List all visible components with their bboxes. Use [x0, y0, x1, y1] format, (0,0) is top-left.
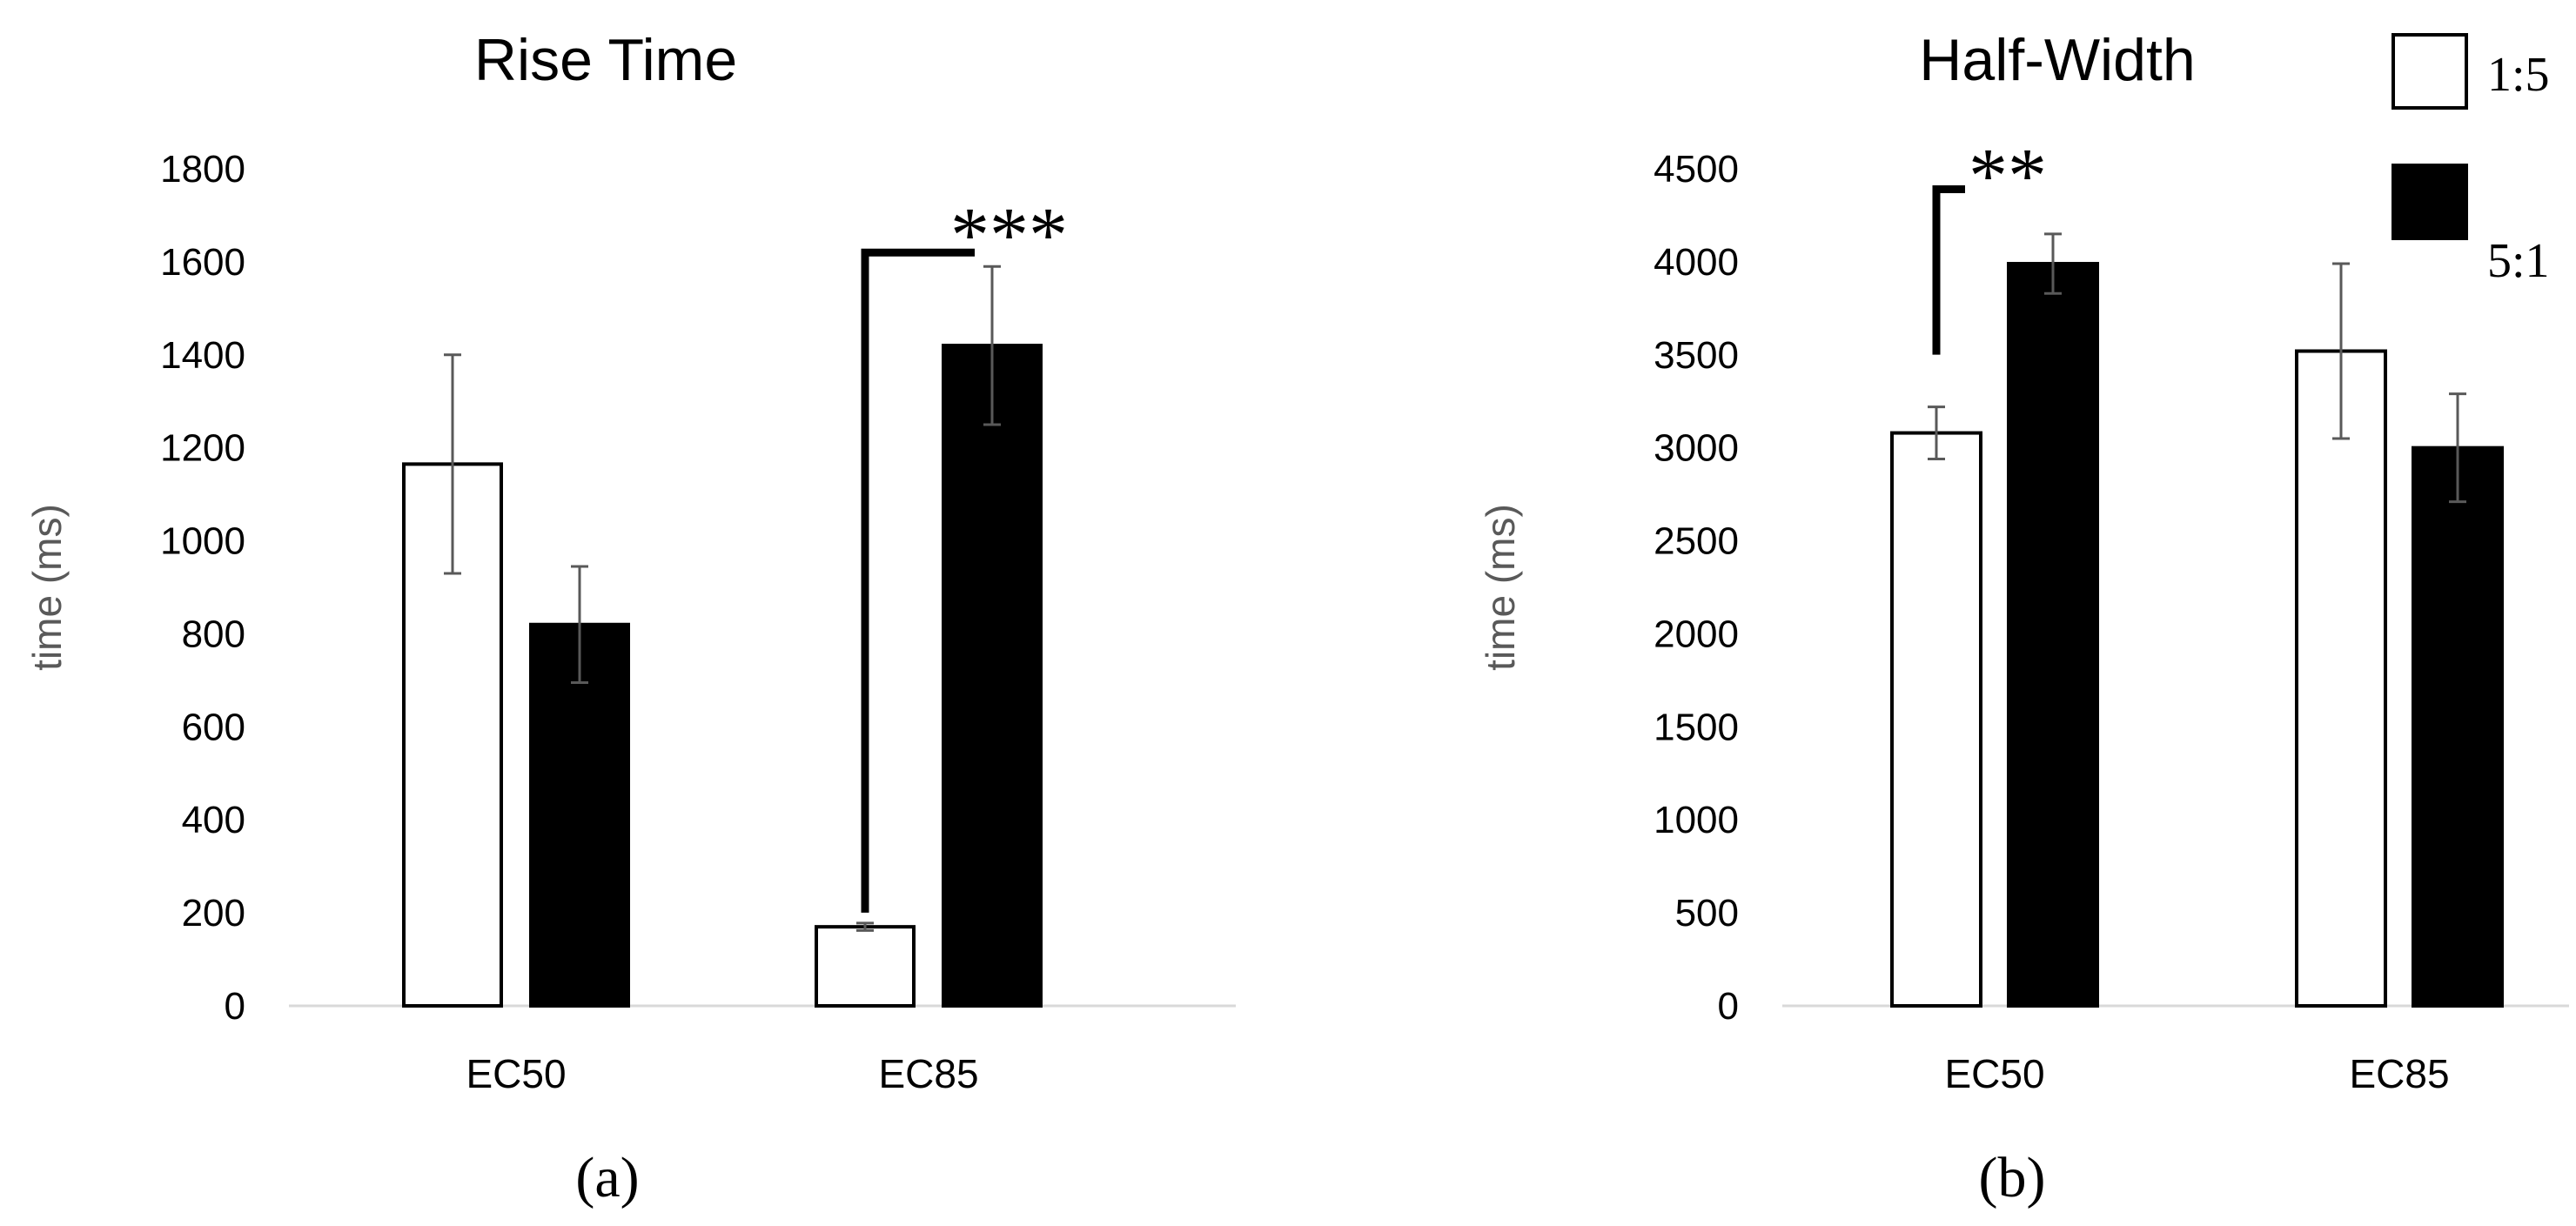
x-tick-label: EC50	[466, 1051, 566, 1096]
legend-label: 1:5	[2487, 48, 2550, 102]
significance-bracket	[861, 248, 975, 913]
legend-item: 1:5	[2392, 33, 2550, 110]
x-tick-label: EC50	[1944, 1051, 2044, 1096]
error-bar	[2044, 232, 2062, 295]
chart-panel-a: Rise Time time (ms) 0 200 400 600 800 1000 1200 1…	[24, 27, 1236, 1209]
y-tick-label: 1500	[1654, 706, 1739, 748]
y-tick-label: 4500	[1654, 148, 1739, 191]
significance-stars: **	[1969, 133, 2047, 219]
y-tick-label: 1600	[160, 241, 245, 284]
bar-ec85-series-2	[942, 344, 1043, 1008]
y-tick-label: 3500	[1654, 334, 1739, 377]
error-bar	[2449, 392, 2466, 504]
bar-ec50-series-2	[2007, 262, 2099, 1008]
x-tick-label: EC85	[2349, 1051, 2449, 1096]
y-tick-label: 1000	[160, 520, 245, 563]
chart-title: Half-Width	[1919, 27, 2195, 93]
error-bar	[2332, 262, 2350, 440]
chart-title: Rise Time	[474, 27, 737, 93]
legend-item: 5:1	[2392, 164, 2550, 288]
y-tick-label: 4000	[1654, 241, 1739, 284]
legend-label: 5:1	[2487, 234, 2550, 288]
legend: 1:5 5:1	[2392, 33, 2550, 288]
y-tick-label: 2000	[1654, 613, 1739, 655]
y-tick-label: 1200	[160, 427, 245, 470]
y-tick-label: 1000	[1654, 799, 1739, 841]
y-axis-label: time (ms)	[24, 504, 70, 671]
bar-ec50-series-1	[1890, 431, 1982, 1008]
y-tick-label: 0	[225, 985, 245, 1028]
error-bar	[983, 265, 1001, 426]
error-bar	[1928, 405, 1945, 460]
panel-label: (b)	[1979, 1146, 2046, 1209]
significance-bracket	[1932, 185, 1965, 355]
bar-ec85-series-1	[815, 925, 916, 1008]
bar-ec85-series-2	[2412, 446, 2504, 1008]
y-tick-label: 1800	[160, 148, 245, 191]
panel-label: (a)	[575, 1146, 639, 1209]
y-tick-label: 800	[182, 613, 245, 655]
bar-ec85-series-1	[2295, 349, 2387, 1008]
x-tick-label: EC85	[878, 1051, 978, 1096]
chart-panel-b: Half-Width time (ms) 0 500 1000 1500 2000 2500 3…	[1478, 27, 2569, 1209]
y-tick-label: 400	[182, 799, 245, 841]
error-bar	[444, 353, 461, 575]
y-axis-label: time (ms)	[1478, 504, 1523, 671]
error-bar	[856, 921, 874, 932]
y-tick-label: 2500	[1654, 520, 1739, 563]
y-tick-label: 600	[182, 706, 245, 748]
y-tick-label: 200	[182, 892, 245, 935]
y-tick-label: 0	[1718, 985, 1739, 1028]
error-bar	[571, 565, 588, 685]
y-tick-label: 3000	[1654, 427, 1739, 470]
y-tick-label: 500	[1675, 892, 1739, 935]
bar-ec50-series-2	[529, 622, 630, 1008]
y-tick-label: 1400	[160, 334, 245, 377]
legend-swatch	[2392, 164, 2468, 240]
significance-stars: ***	[950, 192, 1068, 278]
legend-swatch	[2392, 33, 2468, 110]
